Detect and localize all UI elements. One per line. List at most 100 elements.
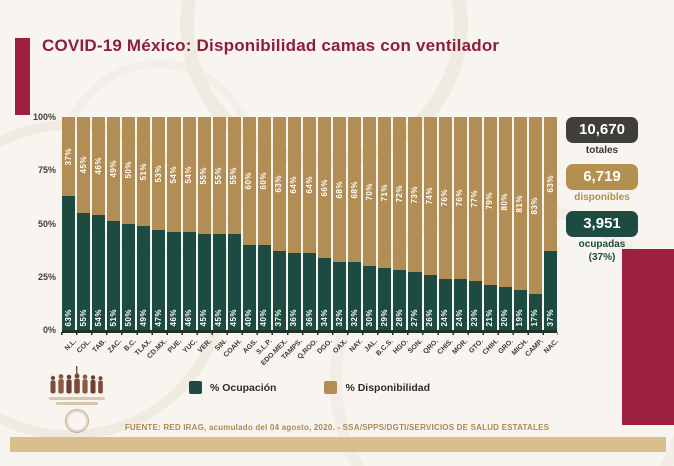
disponibilidad-segment: 80% <box>498 117 512 288</box>
title-accent-bar <box>15 38 30 115</box>
disponibilidad-value-label: 68% <box>334 180 344 199</box>
x-tick-cell: CD.MX. <box>146 335 168 377</box>
disponibilidad-value-label: 71% <box>379 183 389 202</box>
x-tick-label: B.C.S. <box>374 338 395 358</box>
legend-item-disponibilidad: % Disponibilidad <box>324 381 430 394</box>
disponibilidad-segment: 45% <box>77 117 91 213</box>
x-tick-cell: Q.ROO. <box>296 335 319 377</box>
totales-value-box: 10,670 <box>566 117 638 143</box>
x-tick-label: PUE. <box>166 338 184 355</box>
ocupacion-segment: 46% <box>167 232 181 330</box>
disponibilidad-segment: 70% <box>363 117 377 267</box>
x-tick-label: CHIH. <box>481 338 500 357</box>
x-tick-cell: GRO. <box>497 335 515 377</box>
legend-label-disponibilidad: % Disponibilidad <box>345 381 431 394</box>
ocupacion-value-label: 29% <box>379 309 389 327</box>
ocupacion-value-label: 20% <box>500 309 510 327</box>
disponibilidad-segment: 77% <box>468 117 482 281</box>
x-tick-cell: CHIS. <box>436 335 454 377</box>
x-tick-label: DGO. <box>316 338 335 356</box>
disponibilidad-color-swatch <box>324 381 338 394</box>
ocupacion-value-label: 30% <box>364 309 374 327</box>
bar-pue: 54% 46% <box>167 117 181 330</box>
seal-icon <box>65 409 89 433</box>
ocupacion-value-label: 24% <box>455 309 465 327</box>
bar-dgo: 66% 34% <box>318 117 332 330</box>
ocupacion-segment: 37% <box>272 251 286 330</box>
ocupacion-segment: 45% <box>212 234 226 330</box>
ocupacion-segment: 27% <box>408 272 422 330</box>
bar-chis: 76% 24% <box>438 117 452 330</box>
ocupacion-value-label: 63% <box>63 309 73 327</box>
ocupacion-segment: 54% <box>92 214 106 330</box>
bar-gto: 77% 23% <box>468 117 482 330</box>
disponibilidad-segment: 54% <box>167 117 181 233</box>
ocupacion-value-label: 21% <box>485 309 495 327</box>
x-axis-ticks <box>61 332 558 335</box>
ocupacion-value-label: 45% <box>199 309 209 327</box>
disponibilidad-value-label: 49% <box>108 160 118 178</box>
ocupacion-value-label: 46% <box>168 309 178 327</box>
disponibilidad-segment: 64% <box>287 117 301 254</box>
disponibilidad-segment: 55% <box>197 117 211 235</box>
ocupacion-value-label: 23% <box>470 309 480 327</box>
ocupacion-segment: 45% <box>227 234 241 330</box>
disponibilidad-value-label: 74% <box>425 187 435 205</box>
disponibilidad-value-label: 68% <box>349 180 359 199</box>
x-tick-cell: SON. <box>407 335 424 377</box>
ocupadas-value-box: 3,951 <box>566 211 638 237</box>
disponibilidad-segment: 72% <box>393 117 407 271</box>
ocupacion-value-label: 55% <box>78 309 88 327</box>
gobierno-de-mexico-logo <box>44 366 110 433</box>
x-tick-cell: B.C.S. <box>375 335 395 377</box>
totales-label: totales <box>585 145 619 156</box>
ocupacion-segment: 30% <box>363 266 377 330</box>
stat-totales: 10,670 totales <box>566 117 638 156</box>
bar-ags: 60% 40% <box>242 117 256 330</box>
logo-text-line <box>49 397 105 400</box>
bar-gro: 80% 20% <box>498 117 512 330</box>
ocupacion-value-label: 49% <box>138 309 148 327</box>
ocupacion-segment: 32% <box>348 261 362 330</box>
disponibilidad-segment: 63% <box>272 117 286 252</box>
disponibilidad-value-label: 73% <box>409 185 419 204</box>
disponibilidad-value-label: 83% <box>530 196 540 215</box>
x-axis-labels: N.L. COL. TAB. ZAC. B.C. TLAX. CD.MX. PUE. YUC. V… <box>62 335 560 377</box>
disponibilidad-segment: 76% <box>438 117 452 279</box>
disponibilidad-segment: 68% <box>333 117 347 262</box>
disponibilidad-segment: 83% <box>528 117 542 294</box>
disponibilidad-segment: 60% <box>257 117 271 245</box>
bar-nl: 37% 63% <box>62 117 76 330</box>
x-tick-label: ZAC. <box>106 338 124 355</box>
bar-mor: 76% 24% <box>453 117 467 330</box>
disponibilidad-value-label: 55% <box>199 166 209 185</box>
ocupacion-value-label: 17% <box>530 309 540 327</box>
disponibilidad-segment: 49% <box>107 117 121 222</box>
ocupacion-segment: 29% <box>378 268 392 330</box>
disponibilidad-segment: 55% <box>227 117 241 235</box>
disponibilidad-segment: 76% <box>453 117 467 279</box>
bar-coah: 55% 45% <box>227 117 241 330</box>
bar-edomex: 63% 37% <box>272 117 286 330</box>
disponibilidad-value-label: 55% <box>229 166 239 185</box>
ocupacion-value-label: 45% <box>229 309 239 327</box>
disponibilidad-value-label: 54% <box>168 165 178 184</box>
disponibilidad-value-label: 45% <box>78 156 88 174</box>
disponibilidad-segment: 74% <box>423 117 437 275</box>
x-tick-cell: CHIH. <box>481 335 500 377</box>
ocupacion-segment: 47% <box>152 229 166 330</box>
disponibilidad-segment: 66% <box>318 117 332 258</box>
disponibilidad-value-label: 70% <box>364 182 374 201</box>
ocupacion-segment: 37% <box>544 251 558 330</box>
x-tick-cell: AGS. <box>242 335 259 377</box>
ocupacion-segment: 46% <box>182 232 196 330</box>
bar-bcs: 71% 29% <box>378 117 392 330</box>
bar-nac: 63% 37% <box>544 117 558 330</box>
bar-mich: 81% 19% <box>513 117 527 330</box>
disponibilidad-value-label: 46% <box>93 157 103 175</box>
ocupacion-value-label: 40% <box>259 309 269 327</box>
x-tick-cell: QRO. <box>422 335 440 377</box>
disponibilidad-segment: 46% <box>92 117 106 215</box>
disponibilidad-value-label: 53% <box>153 164 163 183</box>
x-tick-cell: GTO. <box>468 335 485 377</box>
